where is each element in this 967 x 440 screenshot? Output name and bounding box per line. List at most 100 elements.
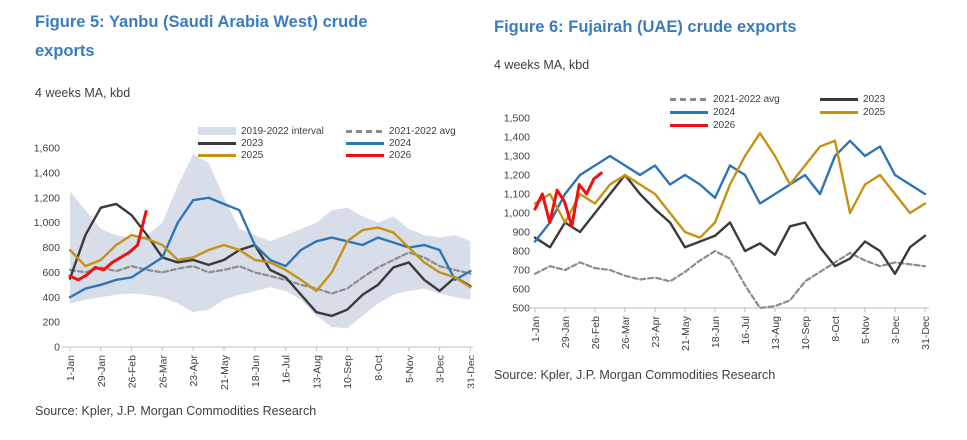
legend-label: 2023	[863, 94, 886, 105]
y-tick-label: 500	[512, 303, 530, 315]
y-tick-label: 0	[54, 342, 60, 354]
x-tick-label: 29-Jan	[560, 316, 572, 348]
y-tick-label: 800	[42, 242, 60, 254]
y-tick-label: 700	[512, 265, 530, 277]
x-tick-label: 13-Aug	[770, 316, 782, 350]
interval-band	[70, 154, 471, 329]
figure6-source: Source: Kpler, J.P. Morgan Commodities R…	[494, 368, 776, 382]
legend-label: 2026	[389, 149, 412, 161]
legend-item-2019-2022-interval: 2019-2022 interval	[198, 125, 346, 137]
line-swatch-icon	[346, 153, 384, 157]
line-swatch-icon	[198, 153, 236, 157]
yanbu-exports-chart: 0 200 400 600 800 1,000 1,200 1,400 1,600 1-Jan 29…	[34, 143, 474, 391]
series-line-2024	[533, 139, 927, 243]
line-swatch-icon	[670, 111, 708, 114]
figure6-title: Figure 6: Fujairah (UAE) crude exports	[494, 18, 797, 36]
x-tick-label: 16-Jul	[281, 355, 293, 384]
x-tick-label: 21-May	[219, 354, 231, 390]
x-tick-label: 5-Nov	[860, 315, 872, 344]
legend-item-2025: 2025	[820, 106, 885, 119]
fujairah-exports-chart: 500 600 700 800 900 1,000 1,100 1,200 1,300 1,400…	[504, 113, 932, 352]
legend-item-2021-2022-avg: 2021-2022 avg	[346, 125, 456, 137]
x-tick-label: 26-Feb	[590, 316, 602, 349]
y-tick-label: 1,600	[34, 143, 60, 155]
y-tick-label: 1,500	[504, 113, 530, 125]
x-tick-label: 5-Nov	[404, 354, 416, 383]
x-tick-label: 26-Mar	[157, 355, 169, 389]
series-line-2026	[533, 171, 603, 228]
x-tick-label: 10-Sep	[342, 355, 354, 389]
figure5-subtitle: 4 weeks MA, kbd	[35, 86, 131, 100]
legend-item-2021-2022-avg: 2021-2022 avg	[670, 93, 820, 106]
series-line-2021-2022-avg	[533, 249, 927, 310]
x-tick-label: 18-Jun	[250, 355, 262, 387]
series-line-2026	[68, 209, 148, 282]
x-tick-label: 3-Dec	[890, 316, 902, 344]
series-line-2021-2022-avg	[68, 251, 472, 295]
legend-column: 2021-2022 avg 2024 2026	[346, 125, 456, 161]
legend-item-2025: 2025	[198, 149, 346, 161]
legend-label: 2021-2022 avg	[713, 94, 780, 105]
y-tick-label: 400	[42, 292, 60, 304]
legend-item-2023: 2023	[198, 137, 346, 149]
legend-item-2026: 2026	[346, 149, 456, 161]
x-tick-label: 18-Jun	[710, 316, 722, 348]
x-tick-label: 16-Jul	[740, 316, 752, 345]
series-line-2024	[68, 196, 472, 299]
figure5-source: Source: Kpler, J.P. Morgan Commodities R…	[35, 404, 317, 418]
y-tick-label: 200	[42, 317, 60, 329]
line-swatch-icon	[346, 141, 384, 145]
y-tick-label: 900	[512, 227, 530, 239]
x-tick-label: 8-Oct	[373, 355, 385, 381]
figure6-legend: 2021-2022 avg 2024 2026 2023 2025	[670, 93, 885, 132]
y-tick-label: 1,100	[504, 189, 530, 201]
x-tick-label: 23-Apr	[650, 315, 662, 347]
line-swatch-icon	[820, 111, 858, 114]
series-line-2023	[533, 173, 927, 276]
x-tick-label: 31-Dec	[465, 355, 474, 389]
x-tick-label: 26-Feb	[127, 355, 139, 388]
line-swatch-icon	[198, 141, 236, 145]
legend-label: 2024	[713, 107, 736, 118]
y-tick-label: 1,200	[34, 192, 60, 204]
legend-label: 2024	[389, 137, 412, 149]
x-tick-label: 29-Jan	[96, 355, 108, 387]
dash-swatch-icon	[670, 98, 708, 101]
x-tick-label: 8-Oct	[830, 316, 842, 342]
legend-column: 2021-2022 avg 2024 2026	[670, 93, 820, 132]
series-line-2023	[68, 202, 472, 318]
legend-item-2026: 2026	[670, 119, 820, 132]
legend-item-2024: 2024	[670, 106, 820, 119]
figure6-subtitle: 4 weeks MA, kbd	[494, 58, 590, 72]
figure5-title: Figure 5: Yanbu (Saudi Arabia West) crud…	[35, 13, 368, 60]
x-tick-label: 23-Apr	[188, 354, 200, 386]
legend-label: 2025	[241, 149, 264, 161]
y-tick-label: 1,000	[504, 208, 530, 220]
y-tick-label: 800	[512, 246, 530, 258]
y-tick-label: 600	[42, 267, 60, 279]
legend-label: 2019-2022 interval	[241, 125, 324, 137]
legend-column: 2019-2022 interval 2023 2025	[198, 125, 346, 161]
y-tick-label: 1,300	[504, 151, 530, 163]
legend-label: 2025	[863, 107, 886, 118]
x-tick-label: 10-Sep	[800, 316, 812, 350]
band-swatch-icon	[198, 127, 236, 135]
legend-label: 2023	[241, 137, 264, 149]
line-swatch-icon	[670, 124, 708, 127]
line-swatch-icon	[820, 98, 858, 101]
x-tick-label: 1-Jan	[530, 316, 542, 342]
y-tick-label: 1,400	[504, 132, 530, 144]
x-tick-label: 3-Dec	[435, 355, 447, 383]
y-tick-label: 1,200	[504, 170, 530, 182]
legend-item-2023: 2023	[820, 93, 885, 106]
y-tick-label: 1,000	[34, 217, 60, 229]
dash-swatch-icon	[346, 129, 384, 133]
x-tick-label: 26-Mar	[620, 316, 632, 350]
figure5-legend: 2019-2022 interval 2023 2025 2021-2022 avg 2…	[198, 125, 456, 161]
x-tick-label: 1-Jan	[65, 355, 77, 381]
legend-label: 2026	[713, 120, 736, 131]
legend-column: 2023 2025	[820, 93, 885, 132]
y-tick-label: 600	[512, 284, 530, 296]
y-tick-label: 1,400	[34, 167, 60, 179]
